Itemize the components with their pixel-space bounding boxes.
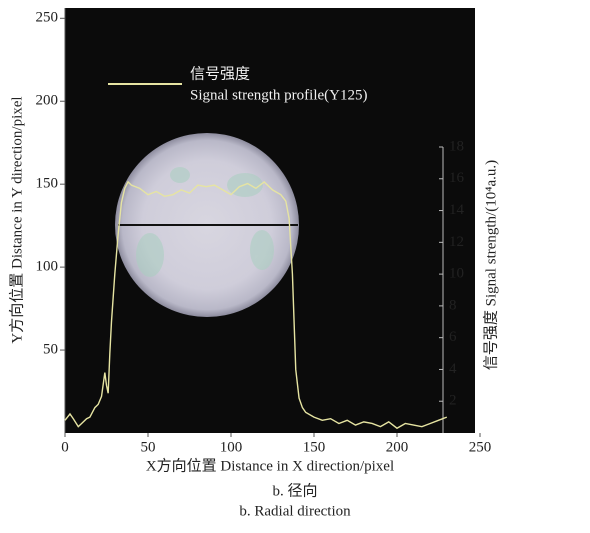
x-tick-label: 0 (61, 439, 69, 455)
y2-tick-label: 8 (449, 297, 457, 313)
y-tick-label: 100 (36, 259, 59, 275)
y-axis-label: Y方向位置 Distance in Y direction/pixel (8, 96, 25, 343)
x-tick-label: 100 (220, 439, 243, 455)
caption: b. 径向 (272, 482, 317, 499)
y2-tick-label: 2 (449, 393, 457, 409)
y-tick-label: 150 (36, 176, 59, 192)
y2-tick-label: 14 (449, 202, 465, 218)
y2-tick-label: 12 (449, 234, 464, 250)
y2-tick-label: 4 (449, 361, 457, 377)
signal-line (64, 180, 448, 430)
y-tick-label: 200 (36, 93, 59, 109)
y2-tick-label: 6 (449, 329, 457, 345)
y-tick-label: 50 (43, 341, 58, 357)
caption: b. Radial direction (239, 503, 351, 519)
x-tick-label: 250 (469, 439, 492, 455)
x-axis-label: X方向位置 Distance in X direction/pixel (146, 457, 394, 474)
y2-tick-label: 18 (449, 138, 464, 154)
x-tick-label: 200 (386, 439, 409, 455)
y2-tick-label: 10 (449, 266, 464, 282)
legend-title: 信号强度 (190, 65, 250, 82)
y-tick-label: 250 (36, 10, 59, 26)
legend-label: Signal strength profile(Y125) (190, 87, 367, 103)
y2-tick-label: 16 (449, 170, 465, 186)
y2-axis-label: 信号强度 Signal strength/(10⁴a.u.) (482, 160, 499, 370)
x-tick-label: 150 (303, 439, 326, 455)
x-tick-label: 50 (141, 439, 156, 455)
